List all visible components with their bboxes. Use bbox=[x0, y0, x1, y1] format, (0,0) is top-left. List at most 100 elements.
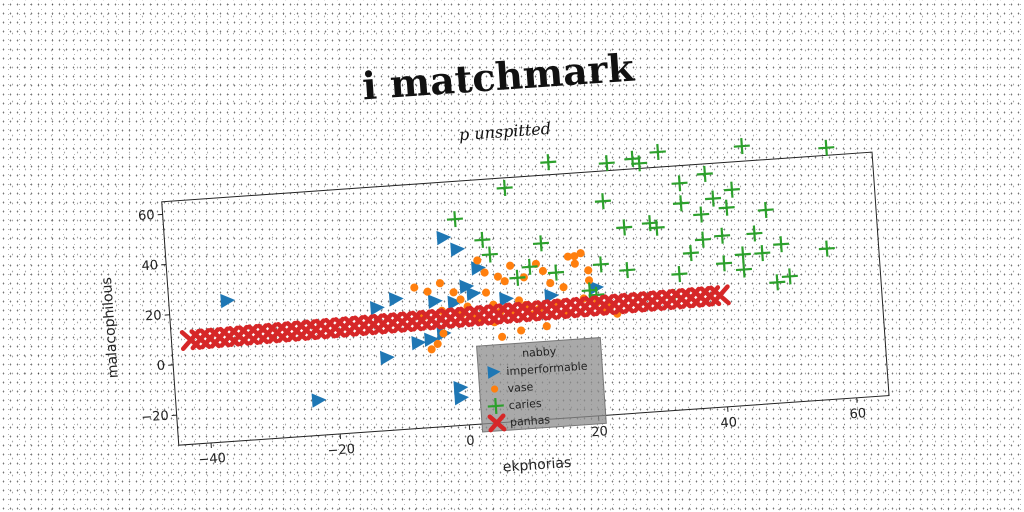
legend-marker-vase bbox=[491, 385, 499, 393]
series-vase-point bbox=[456, 295, 465, 304]
series-vase-point bbox=[433, 339, 442, 348]
y-tick-label: 40 bbox=[141, 258, 159, 274]
series-imperformable-point bbox=[379, 350, 395, 366]
x-tick-label: −40 bbox=[198, 451, 226, 468]
series-caries-point bbox=[631, 155, 648, 172]
series-imperformable-point bbox=[459, 279, 475, 295]
series-caries-point bbox=[594, 193, 611, 210]
legend-marker-panhas bbox=[487, 413, 507, 433]
series-vase-point bbox=[498, 332, 507, 341]
chart-subtitle: p unspitted bbox=[458, 119, 551, 144]
series-vase-point bbox=[439, 329, 448, 338]
series-vase-point bbox=[542, 322, 551, 331]
series-vase-point bbox=[410, 283, 419, 292]
series-caries-point bbox=[718, 199, 735, 216]
x-tick-label: −20 bbox=[327, 442, 355, 459]
series-caries-point bbox=[696, 165, 713, 182]
legend-marker-imperformable bbox=[487, 366, 501, 379]
series-caries-point bbox=[769, 274, 786, 291]
series-vase-point bbox=[576, 249, 585, 258]
legend-label-panhas: panhas bbox=[510, 413, 551, 429]
series-vase-point bbox=[481, 288, 491, 297]
series-caries-point bbox=[496, 179, 513, 196]
series-vase-point bbox=[449, 288, 458, 297]
series-vase-point bbox=[480, 268, 489, 277]
series-imperformable-point bbox=[466, 286, 482, 302]
x-axis-label: ekphorias bbox=[502, 455, 572, 476]
x-tick-label: 0 bbox=[466, 434, 475, 450]
series-vase-point bbox=[570, 259, 579, 268]
axis-ticks: −40 −20 0 20 40 60 −20 0 20 40 60 bbox=[138, 208, 867, 468]
series-vase-point bbox=[559, 283, 568, 292]
x-tick-label: 40 bbox=[720, 415, 738, 431]
series-vase-point bbox=[435, 279, 445, 288]
series-imperformable-point bbox=[220, 293, 236, 309]
series-imperformable-point bbox=[311, 393, 327, 408]
series-caries-point bbox=[474, 231, 491, 248]
series-imperformable-point bbox=[388, 292, 404, 307]
series-vase-point bbox=[514, 296, 524, 305]
series-caries-point bbox=[672, 195, 689, 212]
series-vase-point bbox=[570, 252, 579, 261]
y-tick-label: 20 bbox=[145, 308, 163, 324]
series-imperformable-point bbox=[447, 295, 463, 311]
legend-box bbox=[476, 337, 607, 433]
series-caries-point bbox=[694, 231, 711, 248]
series-caries-point bbox=[754, 245, 771, 262]
series-caries-point bbox=[547, 264, 565, 281]
series-imperformable-point bbox=[436, 230, 452, 246]
series-caries-point bbox=[648, 219, 665, 236]
series-vase-point bbox=[473, 256, 482, 265]
y-tick-label: 0 bbox=[156, 358, 165, 374]
series-caries-point bbox=[481, 246, 498, 263]
series-caries-point bbox=[671, 175, 688, 192]
legend-label-imperformable: imperformable bbox=[506, 360, 588, 379]
series-imperformable-point bbox=[453, 380, 469, 396]
series-caries-point bbox=[818, 139, 835, 156]
series-caries-point bbox=[704, 190, 722, 207]
series-caries-point bbox=[746, 225, 763, 242]
x-tick-label: 20 bbox=[591, 424, 609, 440]
series-caries-point bbox=[723, 181, 740, 198]
series-imperformable-point bbox=[471, 261, 486, 276]
series-caries-point bbox=[693, 206, 710, 223]
series-caries-point bbox=[619, 262, 636, 279]
series-caries-point bbox=[773, 236, 790, 253]
series-imperformable-point bbox=[499, 292, 515, 307]
legend-title: nabby bbox=[522, 345, 557, 360]
series-vase-point bbox=[493, 272, 502, 281]
series-vase-point bbox=[584, 266, 593, 275]
series-caries-point bbox=[734, 246, 751, 263]
series-caries-point bbox=[521, 258, 538, 275]
legend-label-vase: vase bbox=[507, 380, 534, 395]
plot-area: −40 −20 0 20 40 60 −20 0 20 40 60 ekphorias malaco… bbox=[99, 138, 890, 476]
series-vase-point bbox=[546, 279, 555, 288]
legend-label-caries: caries bbox=[508, 397, 542, 412]
series-caries-point bbox=[446, 211, 463, 228]
y-tick-label: −20 bbox=[141, 409, 169, 426]
series-vase-point bbox=[423, 287, 432, 296]
data-marks bbox=[179, 138, 835, 408]
series-caries-point bbox=[818, 240, 835, 257]
chart-title: i matchmark bbox=[361, 45, 636, 109]
series-vase-point bbox=[500, 277, 509, 286]
series-vase-point bbox=[584, 276, 594, 285]
series-caries-point bbox=[649, 143, 666, 161]
series-caries-point bbox=[714, 227, 731, 244]
series-vase-point bbox=[563, 252, 572, 261]
series-caries-point bbox=[540, 154, 557, 171]
x-tick-label: 60 bbox=[849, 406, 867, 422]
y-axis-label: malacophilous bbox=[99, 277, 122, 379]
series-caries-point bbox=[757, 201, 774, 219]
series-caries-point bbox=[509, 269, 526, 286]
series-caries-point bbox=[735, 261, 753, 278]
series-caries-point bbox=[532, 235, 550, 252]
series-imperformable-point bbox=[424, 332, 439, 347]
series-imperformable-point bbox=[370, 301, 385, 316]
legend-marker-caries bbox=[487, 397, 504, 415]
series-panhas-point bbox=[708, 284, 731, 307]
series-vase-point bbox=[538, 266, 547, 276]
